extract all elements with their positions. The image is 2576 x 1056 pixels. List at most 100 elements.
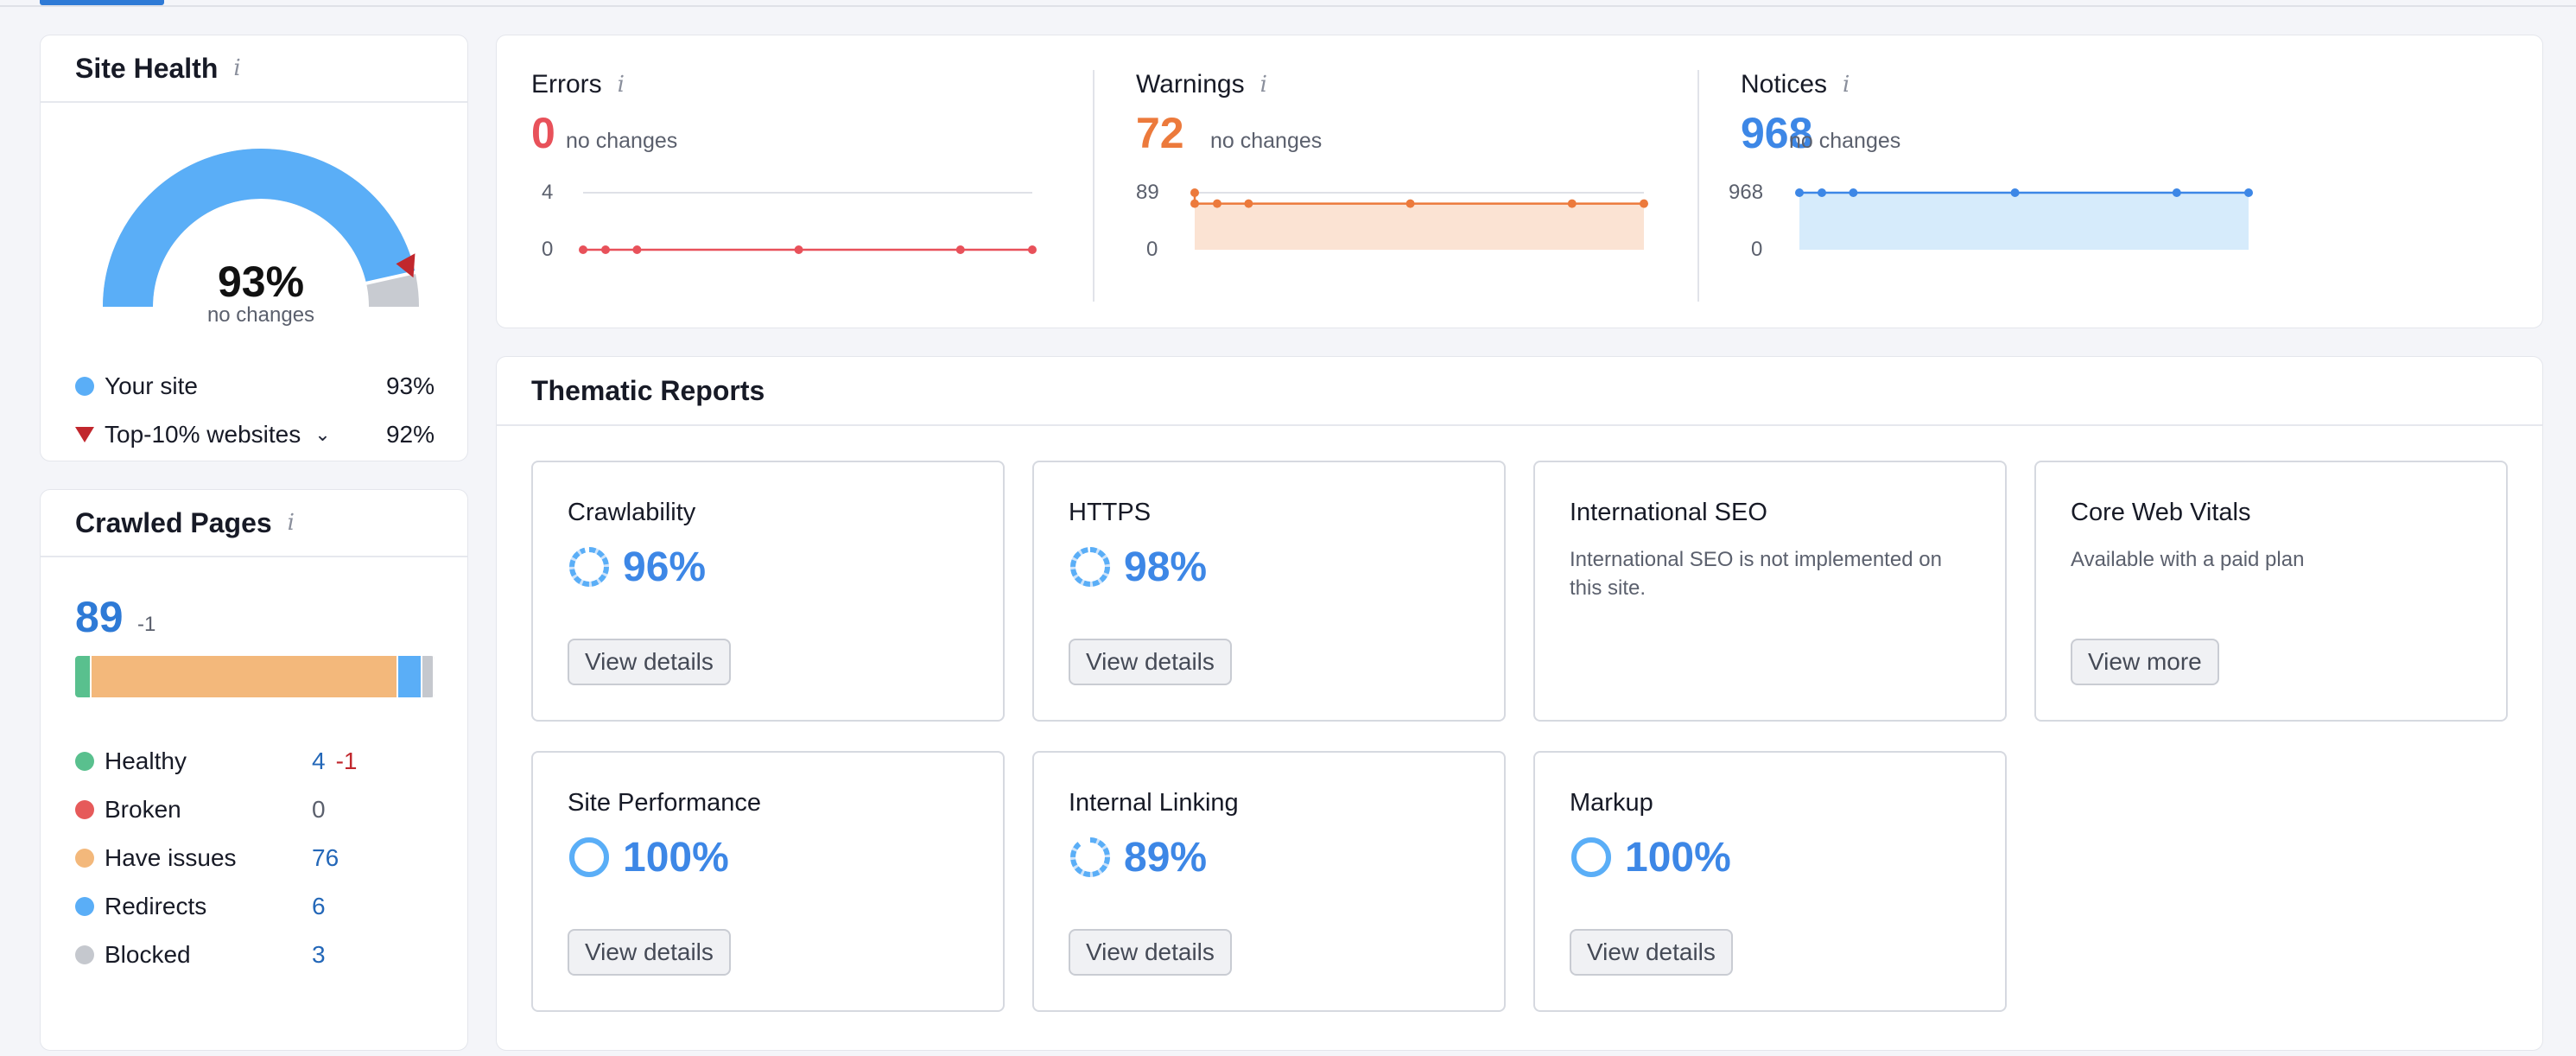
info-icon[interactable]: i <box>1259 72 1267 98</box>
row-value[interactable]: 4 <box>312 747 326 774</box>
view-details-button[interactable]: View details <box>1570 929 1733 976</box>
gauge-fill <box>103 149 416 308</box>
row-label: Broken <box>105 796 181 823</box>
view-details-button[interactable]: View details <box>568 929 731 976</box>
ring-fill <box>569 547 609 587</box>
gauge-separator <box>364 270 417 286</box>
legend-value: 92% <box>385 421 435 448</box>
ring-fill <box>1571 837 1611 877</box>
warnings-count[interactable]: 72 <box>1136 109 1184 157</box>
data-point[interactable] <box>1640 199 1648 208</box>
chevron-down-icon[interactable]: ⌄ <box>314 423 331 445</box>
broken-dot-icon <box>75 800 94 819</box>
ring-fill <box>1070 837 1110 877</box>
row-label: Blocked <box>105 941 191 968</box>
bar-segment-have-issues[interactable] <box>91 656 398 697</box>
tile-core-web-vitals[interactable]: Core Web Vitals Available with a paid pl… <box>2034 461 2508 722</box>
tile-markup[interactable]: Markup 100% View details <box>1533 751 2007 1012</box>
row-value[interactable]: 76 <box>312 844 339 871</box>
gauge-chart <box>103 149 419 308</box>
data-point[interactable] <box>1244 199 1253 208</box>
legend-label: Your site <box>105 372 198 399</box>
row-value[interactable]: 3 <box>312 941 326 968</box>
notices-label: Notices <box>1741 70 1828 99</box>
tile-name: Core Web Vitals <box>2071 499 2251 526</box>
bar-segment-healthy[interactable] <box>75 656 92 697</box>
active-tab-indicator <box>40 0 164 5</box>
y-tick-top: 4 <box>542 181 554 204</box>
data-point[interactable] <box>1795 188 1804 197</box>
info-icon[interactable]: i <box>617 72 625 98</box>
data-point[interactable] <box>955 245 965 254</box>
errors-sparkline[interactable] <box>579 192 1037 262</box>
tile-percent: 98% <box>1124 544 1208 590</box>
notices-count[interactable]: 968 <box>1741 109 1813 157</box>
site-health-card: Site Health i 93% no changes Your site 9… <box>40 35 468 461</box>
ring-fill <box>1070 547 1110 587</box>
row-label: Redirects <box>105 893 207 919</box>
crawled-row-have-issues[interactable]: Have issues 76 <box>75 841 416 875</box>
data-point[interactable] <box>1028 245 1037 254</box>
tile-name: Crawlability <box>568 499 696 526</box>
y-tick-bottom: 0 <box>1146 238 1158 261</box>
tile-site-performance[interactable]: Site Performance 100% View details <box>531 751 1005 1012</box>
data-point[interactable] <box>1405 199 1415 208</box>
bar-segment-blocked[interactable] <box>422 656 435 697</box>
crawled-row-redirects[interactable]: Redirects 6 <box>75 889 416 924</box>
data-point[interactable] <box>1567 199 1577 208</box>
data-point[interactable] <box>579 245 587 254</box>
warnings-panel: Warnings i 72 no changes 89 0 <box>1101 35 1706 329</box>
notices-sparkline[interactable] <box>1795 188 2253 262</box>
progress-ring-icon <box>1571 837 1611 877</box>
series-area <box>1195 193 1644 250</box>
tile-name: Site Performance <box>568 789 762 817</box>
site-health-subtitle: no changes <box>206 303 315 327</box>
warnings-sparkline[interactable] <box>1190 188 1648 262</box>
data-point[interactable] <box>1818 188 1826 197</box>
warnings-note: no changes <box>1210 129 1323 153</box>
legend-value: 93% <box>385 372 435 399</box>
crawled-row-blocked[interactable]: Blocked 3 <box>75 938 416 972</box>
tile-percent: 100% <box>1625 835 1731 881</box>
crawled-row-broken[interactable]: Broken 0 <box>75 792 416 827</box>
data-point[interactable] <box>2172 188 2181 197</box>
errors-count[interactable]: 0 <box>531 109 555 157</box>
y-tick-top: 89 <box>1136 181 1159 204</box>
legend-label[interactable]: Top-10% websites <box>105 421 301 448</box>
ring-fill <box>569 837 609 877</box>
crawled-delta: -1 <box>137 613 156 636</box>
tile-https[interactable]: HTTPS 98% View details <box>1032 461 1506 722</box>
warnings-title: Warnings i <box>1136 70 1267 99</box>
info-icon[interactable]: i <box>1843 72 1850 98</box>
view-details-button[interactable]: View details <box>568 639 731 685</box>
tile-internal-linking[interactable]: Internal Linking 89% View details <box>1032 751 1506 1012</box>
crawled-total[interactable]: 89 <box>75 593 124 641</box>
tile-international-seo[interactable]: International SEO International SEO is n… <box>1533 461 2007 722</box>
bar-segment-redirects[interactable] <box>397 656 422 697</box>
data-point[interactable] <box>794 245 803 254</box>
notices-title: Notices i <box>1741 70 1850 99</box>
view-details-button[interactable]: View details <box>1069 929 1232 976</box>
blocked-dot-icon <box>75 945 94 964</box>
progress-ring-icon <box>1069 546 1111 588</box>
data-point[interactable] <box>1190 188 1199 197</box>
data-point[interactable] <box>2010 188 2020 197</box>
data-point[interactable] <box>2244 188 2253 197</box>
view-details-button[interactable]: View details <box>1069 639 1232 685</box>
data-point[interactable] <box>1849 188 1858 197</box>
info-icon[interactable]: i <box>287 510 295 536</box>
divider <box>1697 70 1699 302</box>
data-point[interactable] <box>1213 199 1221 208</box>
tile-crawlability[interactable]: Crawlability 96% View details <box>531 461 1005 722</box>
crawled-distribution-bar[interactable] <box>75 656 435 697</box>
crawled-row-healthy[interactable]: Healthy 4 -1 <box>75 744 357 779</box>
series-area <box>1799 193 2249 250</box>
redirects-dot-icon <box>75 897 94 916</box>
data-point[interactable] <box>1190 199 1199 208</box>
data-point[interactable] <box>632 245 642 254</box>
crawled-pages-card: Crawled Pages i 89 -1 Healthy 4 -1 Broke… <box>40 489 468 1051</box>
row-value[interactable]: 6 <box>312 893 326 919</box>
data-point[interactable] <box>601 245 610 254</box>
view-more-button[interactable]: View more <box>2071 639 2219 685</box>
info-icon[interactable]: i <box>233 55 241 81</box>
